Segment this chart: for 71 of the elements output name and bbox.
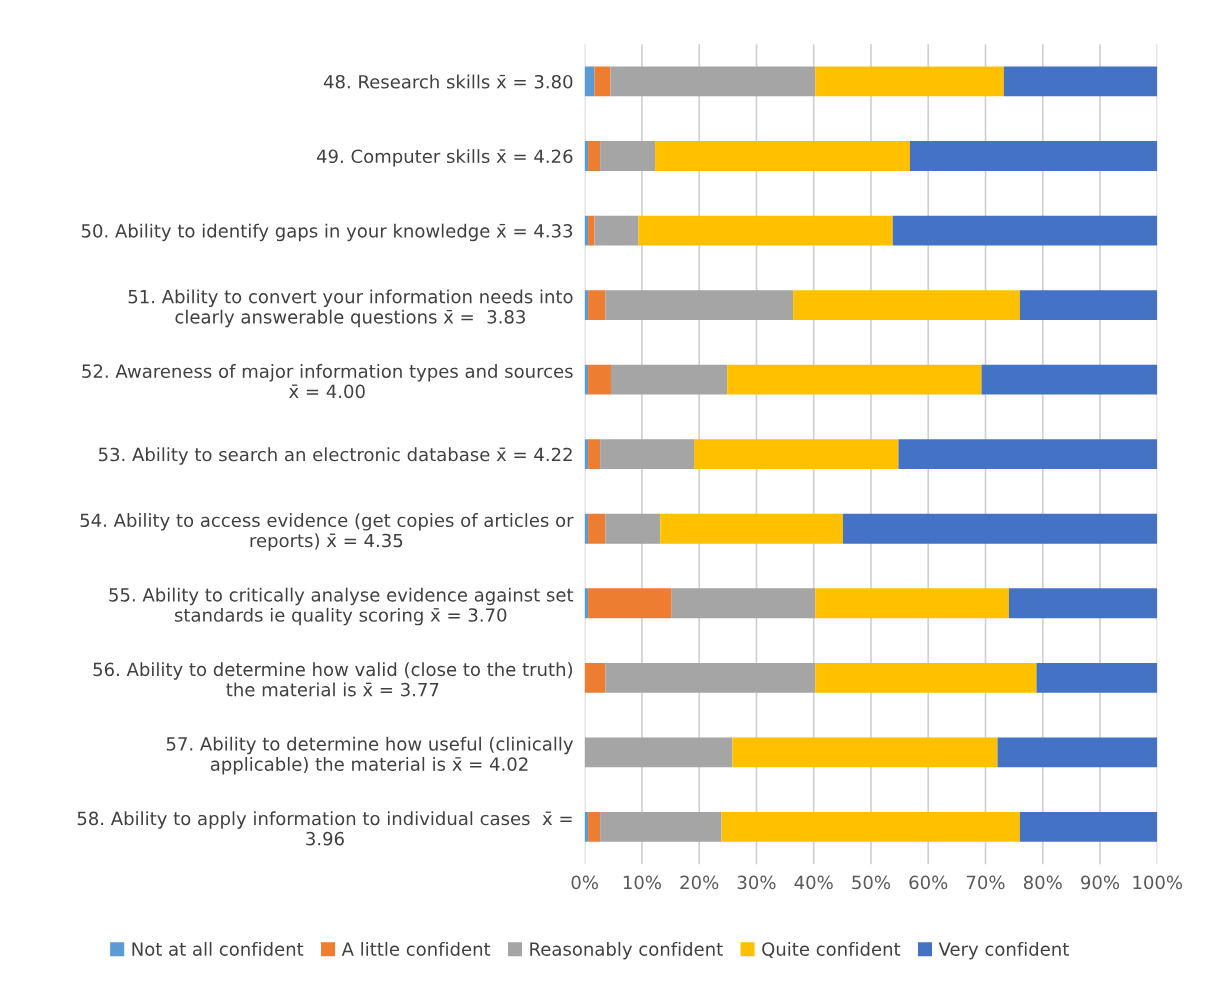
bar — [588, 141, 601, 171]
bar — [655, 141, 910, 171]
x-tick-label: 40% — [794, 875, 833, 890]
legend-label: Very confident — [938, 941, 1069, 960]
bar — [611, 364, 728, 395]
bar — [610, 66, 816, 97]
bar — [815, 588, 1009, 619]
y-tick-label: 54. Ability to access evidence (get copies of articles or reports) x̄ = 4.35 — [80, 513, 574, 551]
bar — [1019, 290, 1158, 320]
bar — [909, 141, 1158, 171]
bar — [638, 215, 893, 246]
bar — [600, 439, 695, 470]
bar — [694, 439, 899, 470]
bar — [1008, 588, 1158, 619]
legend-label: Not at all confident — [132, 941, 304, 956]
bar — [600, 811, 722, 842]
bar — [584, 66, 595, 97]
bar — [1036, 662, 1158, 693]
bar — [584, 662, 606, 693]
bar — [588, 364, 612, 395]
y-tick-label: 51. Ability to convert your information needs into clearly answerable questions x̄ = 3.83 — [128, 289, 573, 328]
y-tick-label: 52. Awareness of major information types and sources x̄ = 4.00 — [82, 364, 573, 399]
y-tick-label: 49. Computer skills x̄ = 4.26 — [316, 149, 573, 167]
y-tick-label: 55. Ability to critically analyse evidence against set standards ie quality scoring x̄ = 3.70 — [109, 587, 574, 626]
y-tick-label: 53. Ability to search an electronic database x̄ = 4.22 — [98, 447, 572, 465]
y-tick-label: 56. Ability to determine how valid (close to the truth) the material is x̄ = 3.77 — [93, 662, 573, 697]
bar — [588, 439, 601, 470]
bar — [815, 66, 1004, 97]
bar — [721, 811, 1020, 842]
bar — [981, 364, 1158, 395]
x-tick-label: 60% — [909, 875, 948, 890]
x-tick-label: 90% — [1081, 875, 1120, 890]
bar — [732, 737, 998, 768]
bar — [588, 811, 601, 842]
bar — [892, 215, 1158, 246]
bar — [594, 66, 611, 97]
bar — [842, 513, 1158, 544]
x-tick-label: 30% — [737, 875, 776, 890]
y-tick-label: 58. Ability to apply information to individual cases x̄ = 3.96 — [77, 811, 572, 846]
bar — [727, 364, 982, 395]
x-tick-label: 50% — [852, 875, 891, 890]
legend-label: Quite confident — [762, 941, 901, 958]
bar — [588, 588, 672, 619]
bar — [605, 290, 794, 320]
bar — [793, 290, 1020, 320]
bar — [594, 215, 639, 246]
x-tick-label: 70% — [966, 875, 1005, 890]
x-tick-label: 10% — [623, 875, 661, 890]
legend-label: Reasonably confident — [530, 941, 723, 960]
bar — [588, 215, 595, 246]
x-tick-label: 100% — [1133, 875, 1183, 890]
bar — [605, 513, 661, 544]
y-tick-label: 57. Ability to determine how useful (clinically applicable) the material is x̄ = 4.02 — [166, 736, 574, 775]
bar — [588, 290, 606, 320]
y-tick-label: 50. Ability to identify gaps in your knowledge x̄ = 4.33 — [81, 223, 573, 242]
bar — [584, 737, 733, 768]
x-tick-label: 20% — [680, 875, 719, 890]
legend-label: A little confident — [341, 941, 491, 956]
bar — [605, 662, 816, 693]
bar — [898, 439, 1158, 470]
x-tick-label: 0% — [571, 875, 598, 890]
bar — [588, 513, 606, 544]
bar — [815, 662, 1037, 693]
x-tick-label: 80% — [1023, 875, 1062, 890]
bar — [660, 513, 843, 544]
bar — [997, 737, 1158, 768]
bar — [1003, 66, 1158, 97]
bar — [1019, 811, 1158, 842]
y-tick-label: 48. Research skills x̄ = 3.80 — [323, 74, 573, 89]
bar — [671, 588, 816, 619]
bar — [600, 141, 656, 171]
